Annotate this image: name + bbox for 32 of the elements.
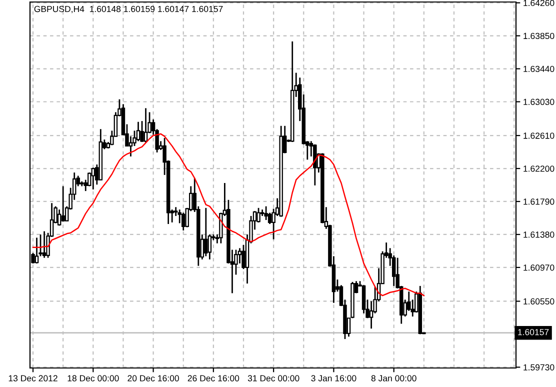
x-tick-label: 8 Jan 00:00 xyxy=(371,375,416,382)
chart-title: GBPUSD,H4 1.60148 1.60159 1.60147 1.60157 xyxy=(34,6,223,14)
candlestick xyxy=(181,212,186,232)
y-tick-label: 1.63440 xyxy=(524,66,554,72)
candlestick xyxy=(362,284,366,314)
candlestick xyxy=(61,186,65,222)
candlestick xyxy=(88,172,92,187)
x-tick-label: 26 Dec 16:00 xyxy=(188,375,240,382)
x-tick-label: 31 Dec 00:00 xyxy=(248,375,300,382)
candlestick xyxy=(34,236,39,264)
y-tick-label: 1.62610 xyxy=(524,132,554,139)
candlestick xyxy=(144,107,148,144)
ref-line-label: 1.60157 xyxy=(518,329,549,336)
candlestick xyxy=(42,230,46,258)
x-tick-label: 20 Dec 16:00 xyxy=(128,375,179,382)
y-tick-label: 1.63850 xyxy=(524,32,554,40)
candlestick xyxy=(204,207,208,257)
x-tick-label: 13 Dec 2012 xyxy=(8,375,58,382)
candlestick xyxy=(313,144,317,186)
y-tick-label: 1.60550 xyxy=(524,298,554,304)
candlestick xyxy=(91,167,96,190)
y-tick-label: 1.59730 xyxy=(524,364,554,370)
x-tick-label: 18 Dec 00:00 xyxy=(68,375,119,382)
candlestick xyxy=(264,206,268,221)
y-tick-label: 1.61380 xyxy=(524,232,554,238)
y-tick-label: 1.60970 xyxy=(524,264,554,271)
candlestick xyxy=(136,121,140,142)
x-tick-label: 3 Jan 16:00 xyxy=(311,375,356,382)
y-tick-label: 1.64260 xyxy=(524,0,554,6)
y-tick-label: 1.61790 xyxy=(524,198,554,205)
y-tick-label: 1.63030 xyxy=(524,98,554,105)
y-tick-label: 1.62200 xyxy=(524,166,554,172)
